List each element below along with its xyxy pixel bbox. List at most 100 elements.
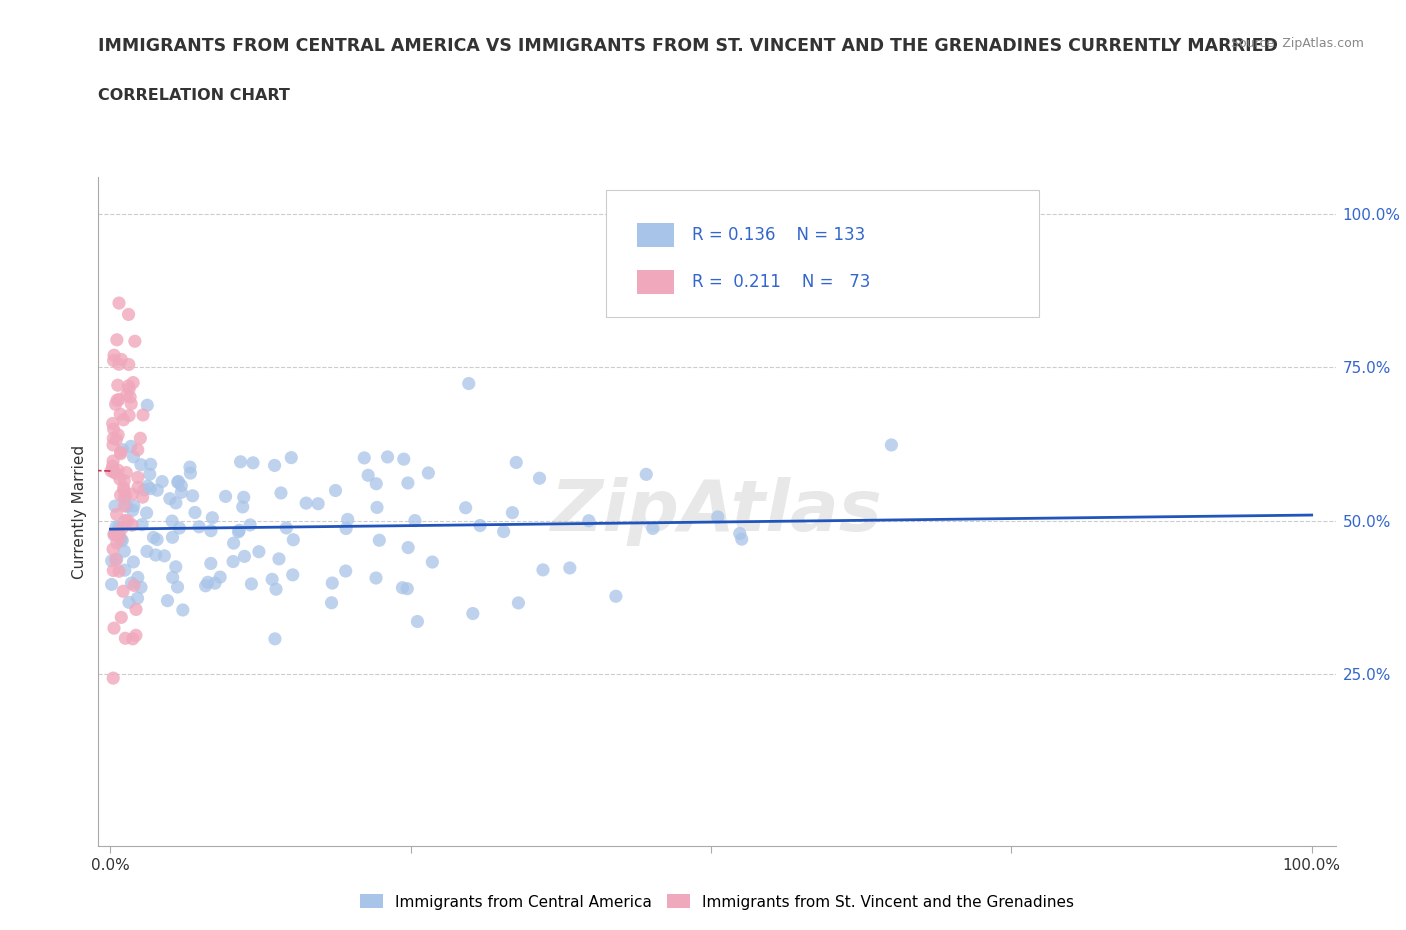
Immigrants from St. Vincent and the Grenadines [108,564,131,578]
Immigrants from Central America [159,491,181,506]
Immigrants from Central America [295,496,318,511]
Immigrants from Central America [165,559,187,574]
Immigrants from Central America [404,513,426,528]
Immigrants from Central America [880,437,903,452]
Immigrants from Central America [112,544,135,559]
Immigrants from Central America [377,449,399,464]
Immigrants from St. Vincent and the Grenadines [112,473,135,488]
Immigrants from St. Vincent and the Grenadines [117,307,139,322]
Legend: Immigrants from Central America, Immigrants from St. Vincent and the Grenadines: Immigrants from Central America, Immigra… [354,888,1080,916]
Immigrants from St. Vincent and the Grenadines [117,379,139,393]
Immigrants from Central America [728,526,751,541]
Immigrants from Central America [129,458,152,472]
Immigrants from Central America [150,474,173,489]
Immigrants from Central America [146,483,169,498]
Immigrants from Central America [100,553,122,568]
Immigrants from Central America [229,455,252,470]
Immigrants from St. Vincent and the Grenadines [127,470,149,485]
Text: CORRELATION CHART: CORRELATION CHART [98,88,290,103]
Immigrants from Central America [335,521,357,536]
Immigrants from St. Vincent and the Grenadines [105,332,128,347]
Immigrants from Central America [461,606,484,621]
Immigrants from Central America [115,498,138,513]
Immigrants from St. Vincent and the Grenadines [104,526,127,541]
Immigrants from Central America [392,452,415,467]
Immigrants from Central America [492,525,515,539]
Immigrants from Central America [368,533,391,548]
Immigrants from St. Vincent and the Grenadines [122,578,145,592]
Immigrants from Central America [281,567,304,582]
Immigrants from Central America [396,540,419,555]
Immigrants from St. Vincent and the Grenadines [100,463,122,478]
Immigrants from St. Vincent and the Grenadines [120,396,142,411]
Immigrants from St. Vincent and the Grenadines [112,498,135,513]
Immigrants from Central America [114,563,136,578]
Immigrants from Central America [396,581,419,596]
Immigrants from Central America [353,450,375,465]
Immigrants from St. Vincent and the Grenadines [112,483,135,498]
Immigrants from St. Vincent and the Grenadines [129,431,152,445]
Immigrants from Central America [366,500,388,515]
Immigrants from Central America [307,497,329,512]
Immigrants from Central America [170,485,193,499]
Immigrants from Central America [110,532,132,547]
Immigrants from St. Vincent and the Grenadines [120,390,142,405]
Immigrants from Central America [406,614,429,629]
Immigrants from St. Vincent and the Grenadines [105,536,128,551]
Immigrants from Central America [396,475,419,490]
Immigrants from St. Vincent and the Grenadines [121,518,143,533]
Immigrants from Central America [136,398,159,413]
Immigrants from St. Vincent and the Grenadines [121,631,143,646]
Bar [637,223,673,247]
Immigrants from Central America [105,551,128,566]
Immigrants from St. Vincent and the Grenadines [132,407,155,422]
Immigrants from Central America [641,521,664,536]
Immigrants from Central America [242,456,264,471]
Immigrants from Central America [209,570,232,585]
Immigrants from Central America [505,455,527,470]
Immigrants from St. Vincent and the Grenadines [114,513,136,528]
Immigrants from St. Vincent and the Grenadines [125,628,148,643]
Immigrants from Central America [335,564,357,578]
Immigrants from Central America [160,513,183,528]
Immigrants from St. Vincent and the Grenadines [108,357,131,372]
Immigrants from Central America [118,595,141,610]
Immigrants from Central America [280,450,302,465]
Immigrants from Central America [135,506,157,521]
Immigrants from Central America [228,525,250,539]
Immigrants from Central America [142,530,165,545]
Immigrants from St. Vincent and the Grenadines [122,375,145,390]
Immigrants from St. Vincent and the Grenadines [127,443,149,458]
Immigrants from Central America [120,439,142,454]
Immigrants from Central America [108,527,131,542]
Immigrants from Central America [264,582,287,597]
Immigrants from Central America [169,521,191,536]
Immigrants from Central America [122,554,145,569]
Immigrants from St. Vincent and the Grenadines [103,620,125,635]
Immigrants from St. Vincent and the Grenadines [101,541,124,556]
Immigrants from Central America [179,459,201,474]
Immigrants from Central America [145,548,167,563]
Immigrants from St. Vincent and the Grenadines [118,408,141,423]
Text: ZipAtlas: ZipAtlas [551,477,883,546]
Immigrants from St. Vincent and the Grenadines [103,464,125,479]
Immigrants from St. Vincent and the Grenadines [121,486,143,501]
Immigrants from St. Vincent and the Grenadines [114,631,136,645]
Immigrants from Central America [454,500,477,515]
Immigrants from St. Vincent and the Grenadines [105,392,128,407]
Immigrants from Central America [181,488,204,503]
Immigrants from Central America [201,511,224,525]
Immigrants from Central America [558,561,581,576]
Immigrants from Central America [267,551,290,566]
Immigrants from Central America [233,549,256,564]
Immigrants from Central America [184,505,207,520]
Immigrants from Central America [232,490,254,505]
Bar [637,270,673,294]
Immigrants from Central America [121,503,143,518]
Immigrants from Central America [731,532,754,547]
Immigrants from Central America [134,483,156,498]
Immigrants from St. Vincent and the Grenadines [104,466,127,481]
Immigrants from Central America [262,572,284,587]
Immigrants from St. Vincent and the Grenadines [112,480,135,495]
Immigrants from St. Vincent and the Grenadines [103,421,125,436]
